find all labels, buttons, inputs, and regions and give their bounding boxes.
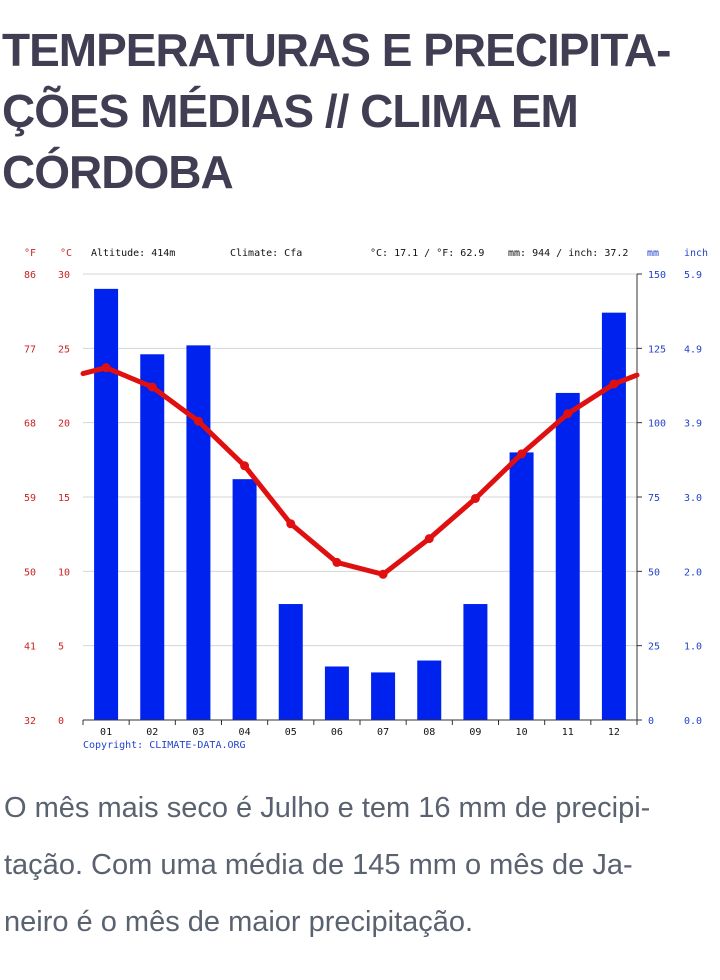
mm-tick-label: 25: [648, 642, 660, 653]
celsius-tick-label: 20: [58, 419, 70, 430]
celsius-tick-label: 5: [58, 642, 64, 653]
month-tick-label: 12: [608, 727, 620, 738]
temperature-point: [332, 557, 342, 567]
fahrenheit-tick-label: 86: [24, 270, 36, 281]
temperature-point: [378, 569, 388, 579]
month-tick-label: 02: [146, 727, 158, 738]
temperature-average-label: °C: 17.1 / °F: 62.9: [370, 248, 484, 259]
mm-tick-label: 75: [648, 493, 660, 504]
precipitation-total-label: mm: 944 / inch: 37.2: [508, 248, 628, 259]
mm-tick-label: 125: [648, 344, 666, 355]
altitude-label: Altitude: 414m: [91, 248, 175, 259]
celsius-unit-label: °C: [60, 248, 72, 259]
celsius-tick-label: 30: [58, 270, 70, 281]
temperature-point: [286, 519, 296, 529]
fahrenheit-tick-label: 41: [24, 642, 36, 653]
month-tick-label: 03: [192, 727, 204, 738]
temperature-point: [193, 416, 203, 426]
page-title-line: TEMPERATURAS E PRECIPITA-: [2, 24, 671, 76]
month-tick-label: 09: [469, 727, 481, 738]
precipitation-bar: [509, 452, 534, 720]
inch-tick-label: 2.0: [684, 567, 702, 578]
precipitation-bar: [94, 288, 119, 720]
temperature-point: [517, 449, 527, 459]
fahrenheit-tick-label: 32: [24, 716, 36, 727]
precipitation-bar: [463, 604, 488, 720]
month-tick-label: 10: [516, 727, 528, 738]
inch-tick-label: 3.0: [684, 493, 702, 504]
mm-unit-label: mm: [647, 248, 659, 259]
inch-tick-label: 4.9: [684, 344, 702, 355]
month-tick-label: 05: [285, 727, 297, 738]
month-tick-label: 08: [423, 727, 435, 738]
precipitation-bars: [94, 288, 626, 720]
inch-tick-label: 3.9: [684, 419, 702, 430]
mm-tick-label: 50: [648, 567, 660, 578]
tick-labels: 32 0 0 0.041 5 25 1.050 10 50 2.059 15 75 3.068 20 100…: [24, 270, 702, 738]
temperature-line-path: [80, 365, 640, 577]
temperature-point: [101, 363, 111, 373]
inch-tick-label: 0.0: [684, 716, 702, 727]
climate-label: Climate: Cfa: [230, 248, 302, 259]
mm-tick-label: 100: [648, 419, 666, 430]
celsius-tick-label: 25: [58, 344, 70, 355]
fahrenheit-tick-label: 68: [24, 419, 36, 430]
fahrenheit-unit-label: °F: [24, 248, 36, 259]
temperature-point: [240, 461, 250, 471]
axes: [82, 273, 642, 725]
copyright-label: Copyright: CLIMATE-DATA.ORG: [83, 740, 246, 751]
celsius-tick-label: 15: [58, 493, 70, 504]
inch-unit-label: inch: [684, 248, 708, 259]
precipitation-bar: [278, 604, 303, 720]
precipitation-bar: [186, 345, 211, 720]
fahrenheit-tick-label: 59: [24, 493, 36, 504]
precipitation-bar: [371, 672, 396, 720]
month-tick-label: 04: [239, 727, 251, 738]
celsius-tick-label: 0: [58, 716, 64, 727]
inch-tick-label: 5.9: [684, 270, 702, 281]
description-line: O mês mais seco é Julho e tem 16 mm de p…: [4, 792, 651, 824]
mm-tick-label: 0: [648, 716, 654, 727]
page-title-line: CÓRDOBA: [2, 146, 234, 198]
temperature-point: [147, 382, 157, 392]
month-tick-label: 07: [377, 727, 389, 738]
temperature-line: [80, 363, 640, 579]
temperature-point: [470, 493, 480, 503]
precipitation-bar: [417, 660, 442, 720]
temperature-point: [563, 409, 573, 419]
description-line: tação. Com uma média de 145 mm o mês de …: [4, 849, 633, 881]
precipitation-bar: [140, 354, 165, 720]
month-tick-label: 06: [331, 727, 343, 738]
mm-tick-label: 150: [648, 270, 666, 281]
inch-tick-label: 1.0: [684, 642, 702, 653]
celsius-tick-label: 10: [58, 567, 70, 578]
precipitation-bar: [601, 312, 626, 720]
precipitation-bar: [555, 392, 580, 720]
fahrenheit-tick-label: 77: [24, 344, 36, 355]
climate-chart: °F °C Altitude: 414m Climate: Cfa °C: 17…: [24, 248, 708, 751]
precipitation-bar: [232, 479, 257, 720]
description: O mês mais seco é Julho e tem 16 mm de p…: [4, 780, 716, 951]
month-tick-label: 01: [100, 727, 112, 738]
chart-header: °F °C Altitude: 414m Climate: Cfa °C: 17…: [24, 248, 708, 259]
temperature-point: [424, 534, 434, 544]
temperature-point: [609, 379, 619, 389]
page-title: TEMPERATURAS E PRECIPITA- ÇÕES MÉDIAS //…: [2, 20, 692, 203]
month-tick-label: 11: [562, 727, 574, 738]
fahrenheit-tick-label: 50: [24, 567, 36, 578]
precipitation-bar: [324, 666, 349, 720]
grid: [83, 273, 637, 647]
description-line: neiro é o mês de maior precipitação.: [4, 906, 474, 938]
page-title-line: ÇÕES MÉDIAS // CLIMA EM: [2, 85, 579, 137]
